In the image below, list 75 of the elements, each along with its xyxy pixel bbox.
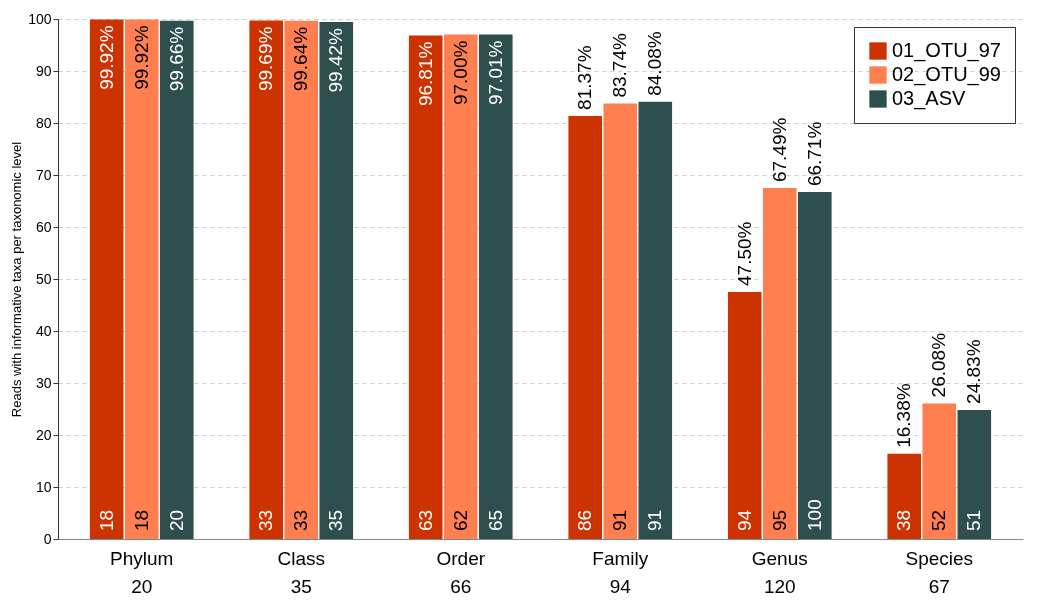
- legend-label: 02_OTU_99: [892, 63, 1001, 86]
- y-tick-label: 90: [35, 62, 52, 79]
- data-label: 97.00%: [449, 40, 471, 106]
- data-label: 81.37%: [574, 45, 596, 110]
- annotation: 33: [255, 509, 277, 531]
- y-tick-label: 50: [35, 270, 52, 287]
- bar: [159, 20, 194, 539]
- annotation: 95: [768, 509, 790, 531]
- data-label: 99.92%: [95, 25, 117, 90]
- data-label: 99.92%: [130, 25, 152, 90]
- data-label: 24.83%: [963, 339, 985, 404]
- y-tick-label: 100: [28, 10, 52, 27]
- y-tick-label: 10: [35, 478, 52, 495]
- bar: [568, 115, 603, 539]
- y-axis-title: Reads with informative taxa per taxonomic level: [9, 141, 25, 418]
- legend-label: 01_OTU_97: [892, 39, 1001, 62]
- data-label: 16.38%: [893, 383, 915, 448]
- data-label: 96.81%: [414, 41, 436, 107]
- annotation: 35: [325, 509, 347, 531]
- data-label: 99.69%: [255, 26, 277, 92]
- data-label: 99.42%: [325, 27, 347, 93]
- bar: [249, 20, 284, 539]
- x-tick-label: Class 35: [277, 547, 325, 597]
- x-tick-label: Species 67: [905, 547, 974, 597]
- annotation: 94: [733, 509, 755, 531]
- bar: [603, 103, 638, 539]
- annotation: 63: [414, 509, 436, 531]
- data-label: 99.66%: [165, 26, 187, 92]
- data-label: 26.08%: [928, 332, 950, 398]
- annotation: 20: [165, 509, 187, 531]
- annotation: 100: [803, 499, 825, 531]
- y-tick-label: 60: [35, 218, 52, 235]
- annotation: 33: [290, 509, 312, 531]
- annotation: 91: [644, 509, 666, 531]
- y-tick-label: 20: [35, 426, 52, 443]
- annotation: 18: [130, 509, 152, 531]
- x-tick-label: Genus 120: [751, 547, 808, 597]
- annotation: 38: [893, 509, 915, 531]
- bar: [124, 19, 159, 539]
- annotation: 51: [963, 509, 985, 531]
- annotation: 86: [574, 509, 596, 531]
- bar: [957, 409, 992, 539]
- bar: [443, 34, 478, 539]
- y-tick-label: 40: [35, 322, 52, 339]
- bar: [922, 403, 957, 539]
- bar: [408, 35, 443, 539]
- x-tick-label: Order 66: [436, 547, 486, 597]
- bar: [727, 292, 762, 539]
- data-label: 47.50%: [733, 221, 755, 286]
- y-tick-label: 80: [35, 114, 52, 131]
- data-label: 99.64%: [290, 26, 312, 92]
- bar: [887, 453, 922, 539]
- bar: [797, 192, 832, 539]
- annotation: 62: [449, 509, 471, 531]
- y-tick-label: 30: [35, 374, 52, 391]
- annotation: 65: [484, 509, 506, 531]
- data-label: 83.74%: [609, 33, 631, 98]
- annotation: 91: [609, 509, 631, 531]
- bar: [762, 188, 797, 539]
- bar: [478, 34, 513, 539]
- x-tick-label: Family 94: [592, 547, 649, 597]
- legend-label: 03_ASV: [892, 87, 967, 110]
- annotation: 52: [928, 509, 950, 531]
- data-label: 66.71%: [803, 121, 825, 187]
- y-tick-label: 70: [35, 166, 52, 183]
- data-label: 84.08%: [644, 31, 666, 96]
- x-tick-label: Phylum 20: [110, 547, 174, 597]
- bar: [284, 20, 319, 539]
- y-tick-label: 0: [43, 530, 52, 547]
- bar: [89, 19, 124, 539]
- annotation: 18: [95, 509, 117, 531]
- bar: [319, 22, 354, 539]
- data-label: 97.01%: [484, 40, 506, 105]
- bar: [638, 101, 673, 539]
- data-label: 67.49%: [768, 117, 790, 183]
